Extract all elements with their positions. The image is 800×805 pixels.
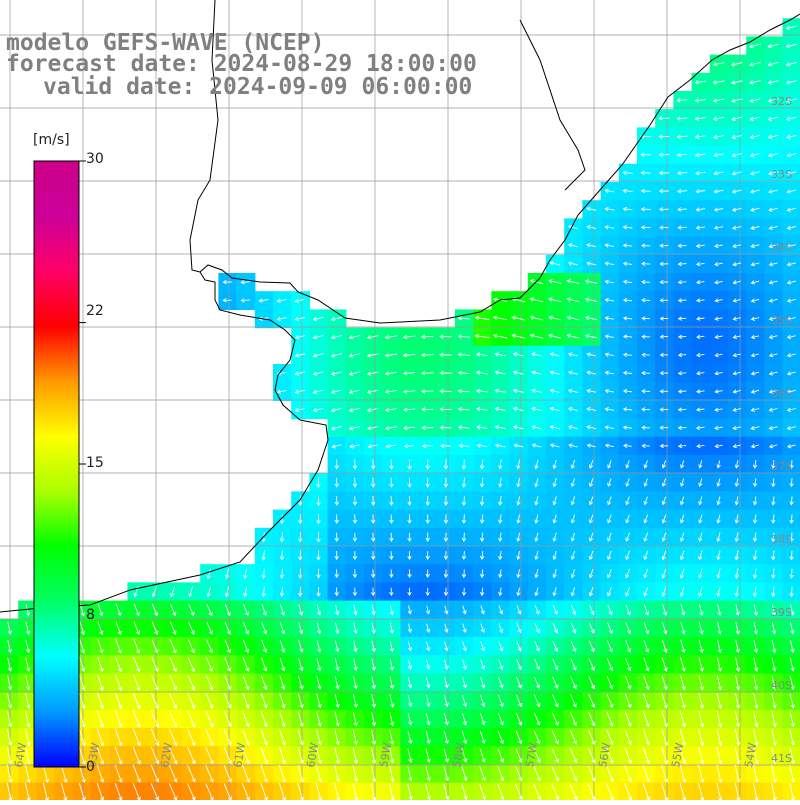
colorbar-tick-0: 0	[86, 759, 95, 775]
lat-label: 37S	[771, 460, 792, 473]
lat-label: 39S	[771, 606, 792, 619]
speed-cell	[783, 728, 800, 747]
colorbar-bar	[34, 161, 79, 767]
speed-cell	[783, 710, 800, 729]
speed-cell	[783, 692, 800, 711]
speed-cell	[783, 619, 800, 638]
lat-label: 40S	[771, 679, 792, 692]
lat-label: 32S	[771, 95, 792, 108]
lat-label: 35S	[771, 314, 792, 327]
colorbar-unit: [m/s]	[33, 132, 70, 148]
colorbar-tick-8: 8	[86, 607, 95, 623]
forecast-date: forecast date: 2024-08-29 18:00:00	[6, 52, 477, 76]
speed-cell	[783, 637, 800, 656]
colorbar-tick-15: 15	[86, 455, 104, 471]
speed-cell	[783, 764, 800, 783]
lat-label: 41S	[771, 752, 792, 765]
valid-date: valid date: 2024-09-09 06:00:00	[43, 75, 472, 99]
lat-label: 34S	[771, 241, 792, 254]
lat-label: 33S	[771, 168, 792, 181]
lat-label: 38S	[771, 533, 792, 546]
speed-cell	[783, 655, 800, 674]
colorbar	[26, 152, 88, 774]
colorbar-tick-22: 22	[86, 303, 104, 319]
colorbar-tick-30: 30	[86, 151, 104, 167]
lat-label: 36S	[771, 387, 792, 400]
